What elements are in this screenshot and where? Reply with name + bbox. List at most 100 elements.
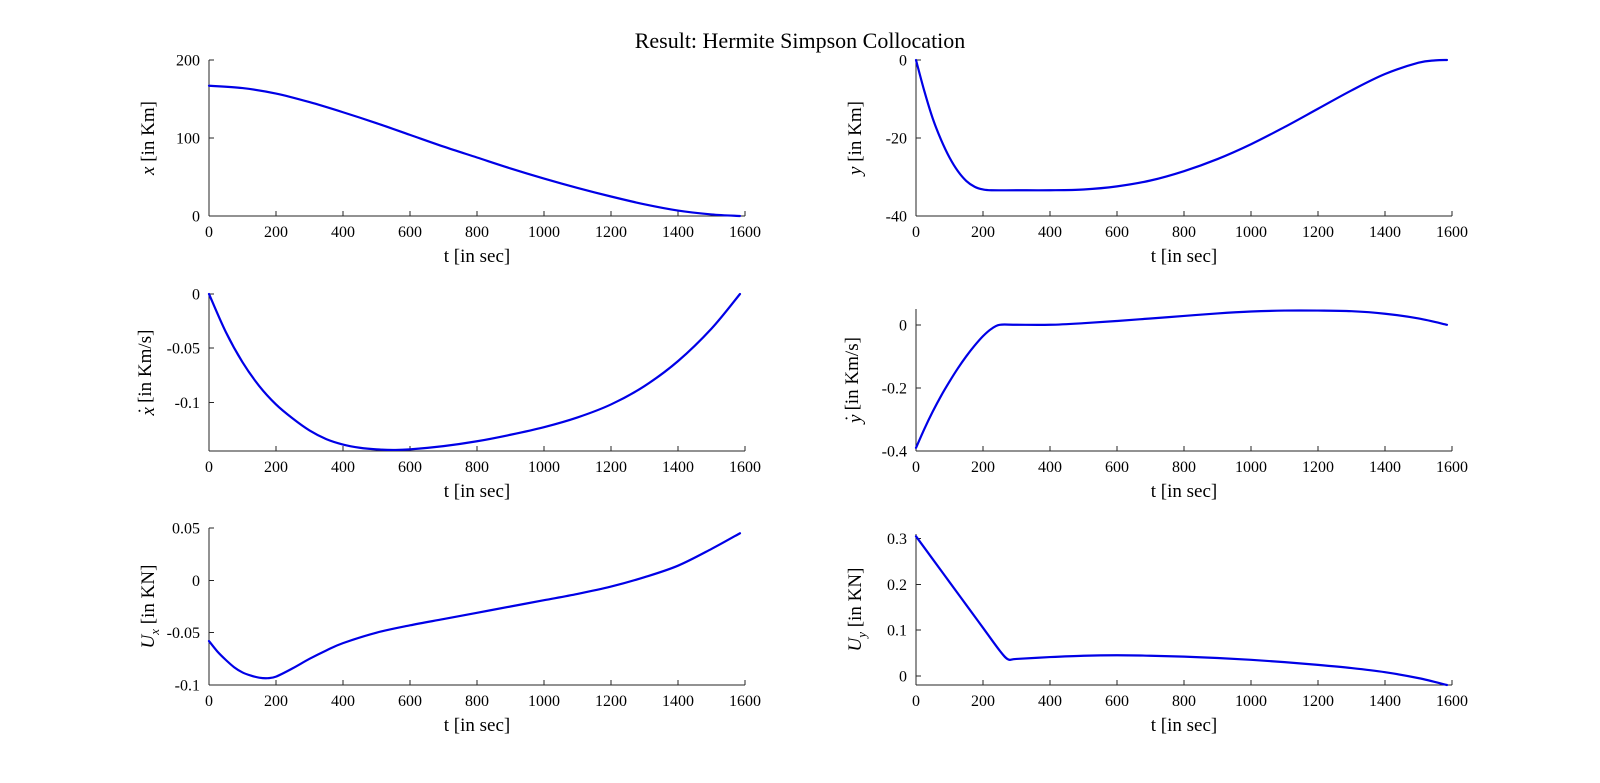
- series-line-1: [207, 84, 742, 218]
- x-axis-label: t [in sec]: [444, 481, 510, 502]
- x-tick-label: 1000: [528, 693, 560, 710]
- x-tick-label: 400: [1038, 224, 1062, 241]
- x-tick-label: 800: [465, 224, 489, 241]
- y-axis-label: x˙ [in Km/s]: [135, 330, 159, 417]
- x-axis-label: t [in sec]: [1151, 246, 1217, 267]
- x-tick-label: 1200: [595, 224, 627, 241]
- x-tick-label: 0: [205, 459, 213, 476]
- y-axis-subscript: x: [147, 629, 162, 636]
- x-tick-label: 600: [1105, 693, 1129, 710]
- x-tick-label: 1200: [595, 459, 627, 476]
- y-tick-label: 0: [899, 53, 907, 70]
- x-tick-label: 600: [398, 459, 422, 476]
- y-axis-accent-dot: ˙: [842, 415, 863, 421]
- x-tick-label: 200: [971, 459, 995, 476]
- y-axis-label: Uy [in KN]: [845, 568, 869, 652]
- y-axis-variable: y: [845, 414, 866, 425]
- x-tick-label: 400: [1038, 459, 1062, 476]
- subplot-4: 0 200 400 600 800 1000 1200 1400 1600 -0.4 -0.2 0 t …: [842, 309, 1468, 502]
- x-tick-label: 800: [1172, 459, 1196, 476]
- x-tick-label: 600: [1105, 459, 1129, 476]
- x-tick-label: 0: [912, 224, 920, 241]
- y-axis-variable: U: [845, 636, 866, 651]
- series-line-1: [914, 58, 1449, 192]
- series-line-1: [207, 532, 742, 680]
- x-tick-label: 1600: [1436, 224, 1468, 241]
- x-tick-label: 0: [205, 224, 213, 241]
- y-axis-variable: x: [138, 406, 159, 416]
- x-tick-label: 1400: [662, 693, 694, 710]
- y-tick-label: 0.1: [887, 623, 907, 640]
- x-tick-label: 800: [1172, 224, 1196, 241]
- x-tick-label: 200: [264, 459, 288, 476]
- x-tick-label: 200: [971, 693, 995, 710]
- y-tick-label: -20: [886, 131, 907, 148]
- x-tick-label: 800: [1172, 693, 1196, 710]
- x-tick-label: 1200: [1302, 693, 1334, 710]
- subplot-6: 0 200 400 600 800 1000 1200 1400 1600 0 0.1 0.2 0.3 t…: [845, 531, 1468, 736]
- figure-title: Result: Hermite Simpson Collocation: [635, 28, 966, 53]
- x-tick-label: 1600: [1436, 693, 1468, 710]
- x-tick-label: 1200: [595, 693, 627, 710]
- x-tick-label: 400: [1038, 693, 1062, 710]
- y-tick-label: -0.05: [167, 625, 200, 642]
- x-tick-label: 0: [912, 459, 920, 476]
- series-line-1: [207, 292, 742, 452]
- y-axis-unit: [in Km/s]: [135, 330, 156, 408]
- y-tick-label: -0.2: [882, 380, 907, 397]
- x-tick-label: 1400: [1369, 459, 1401, 476]
- series-line-1: [914, 309, 1449, 449]
- y-tick-label: 0: [192, 209, 200, 226]
- y-tick-label: 0: [899, 317, 907, 334]
- x-tick-label: 800: [465, 693, 489, 710]
- y-tick-label: 0: [192, 573, 200, 590]
- x-tick-label: 200: [264, 693, 288, 710]
- x-tick-label: 1000: [1235, 693, 1267, 710]
- y-axis-label: Ux [in KN]: [138, 565, 162, 649]
- series-line-1: [914, 535, 1449, 687]
- y-tick-label: 0.05: [172, 521, 200, 538]
- y-axis-variable: U: [138, 633, 159, 648]
- y-axis-unit: [in KN]: [845, 568, 866, 632]
- x-tick-label: 1400: [1369, 693, 1401, 710]
- x-tick-label: 1400: [662, 224, 694, 241]
- subplot-3: 0 200 400 600 800 1000 1200 1400 1600 -0.1 -0.05 0 t…: [135, 287, 761, 503]
- x-tick-label: 400: [331, 224, 355, 241]
- x-tick-label: 200: [971, 224, 995, 241]
- x-tick-label: 1000: [528, 224, 560, 241]
- x-tick-label: 0: [205, 693, 213, 710]
- y-axis-unit: [in KN]: [138, 565, 159, 629]
- x-tick-label: 400: [331, 459, 355, 476]
- x-tick-label: 400: [331, 693, 355, 710]
- y-axis-subscript: y: [854, 632, 869, 640]
- x-tick-label: 1200: [1302, 224, 1334, 241]
- y-axis-accent-dot: ˙: [135, 408, 156, 414]
- y-tick-label: 200: [176, 53, 200, 70]
- y-tick-label: 0.2: [887, 577, 907, 594]
- x-axis-label: t [in sec]: [1151, 481, 1217, 502]
- x-tick-label: 1000: [1235, 459, 1267, 476]
- y-tick-label: -0.05: [167, 341, 200, 358]
- x-tick-label: 1000: [528, 459, 560, 476]
- x-tick-label: 1400: [1369, 224, 1401, 241]
- y-axis-unit: [in Km/s]: [842, 337, 863, 415]
- x-axis-label: t [in sec]: [444, 246, 510, 267]
- y-axis-variable: y: [845, 166, 866, 177]
- y-tick-label: 100: [176, 131, 200, 148]
- x-tick-label: 1600: [729, 459, 761, 476]
- x-tick-label: 0: [912, 693, 920, 710]
- subplot-5: 0 200 400 600 800 1000 1200 1400 1600 -0.1 -0.05 0 0…: [138, 521, 761, 737]
- x-axis-label: t [in sec]: [1151, 715, 1217, 736]
- y-tick-label: -0.1: [175, 395, 200, 412]
- y-tick-label: 0.3: [887, 531, 907, 548]
- y-tick-label: -0.4: [882, 444, 907, 461]
- y-tick-label: -0.1: [175, 678, 200, 695]
- y-axis-variable: x: [138, 166, 159, 176]
- x-tick-label: 600: [398, 224, 422, 241]
- y-tick-label: 0: [192, 287, 200, 304]
- y-axis-label: y [in Km]: [845, 101, 866, 177]
- y-tick-label: 0: [899, 668, 907, 685]
- x-tick-label: 600: [1105, 224, 1129, 241]
- x-tick-label: 800: [465, 459, 489, 476]
